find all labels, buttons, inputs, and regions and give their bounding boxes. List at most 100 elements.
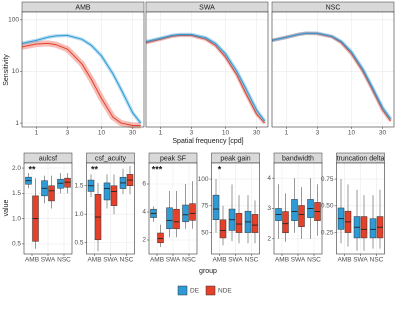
y-tick-label: 1.0 [74,211,83,218]
y-tick-label: 1.0 [12,215,21,222]
legend-key [205,285,216,296]
box [103,182,111,201]
y-tick-label: 1 [15,120,19,127]
box [291,199,298,221]
box [369,218,377,239]
box [235,213,243,233]
x-tick-label: AMB [150,257,164,264]
x-tick-label: NSC [307,257,321,264]
y-tick-label: 4 [267,175,271,182]
strip-title: peak SF [160,155,186,162]
strip-title: NSC [326,4,341,11]
x-tick-label: SWA [103,257,118,264]
line [145,34,266,124]
significance: ** [91,164,99,174]
box [57,178,64,189]
x-tick-label: 30 [253,130,261,137]
y-tick-label: 4 [142,209,146,216]
x-tick-label: 10 [222,130,230,137]
strip-title: truncation delta [337,155,385,162]
box [219,219,227,239]
x-tick-label: AMB [275,257,289,264]
x-axis-label: group [199,268,217,275]
x-tick-label: 3 [66,130,70,137]
significance: *** [152,164,163,174]
legend-label: NDE [218,288,232,295]
plot-border [273,162,323,255]
x-tick-label: 1 [35,130,39,137]
y-tick-label: 2 [142,237,146,244]
box [251,214,259,233]
box [166,207,173,230]
strip-title: AMB [75,4,91,11]
y-tick-label: 3 [267,205,271,212]
x-tick-label: 3 [190,130,194,137]
plot-border [86,162,135,255]
plot-border [23,162,73,255]
plot-border [148,162,198,255]
y-tick-label: 75 [201,203,209,210]
box [298,205,305,227]
significance: ** [28,164,36,174]
y-tick-label: 0.25 [321,229,334,236]
y-tick-label: 0.50 [321,203,334,210]
box [157,232,164,244]
x-tick-label: 10 [348,130,356,137]
y-tick-label: 1.5 [74,182,83,189]
x-tick-label: SWA [291,257,306,264]
line [21,34,142,124]
plot-border [271,11,395,128]
box [110,185,118,206]
y-axis-label: Sensitivity [3,54,10,86]
strip-title: csf_acuity [95,155,127,162]
x-tick-label: 1 [159,130,163,137]
x-tick-label: NSC [182,257,196,264]
x-tick-label: NSC [370,257,384,264]
box [182,204,189,223]
strip-title: SWA [199,4,215,11]
box [48,185,55,202]
line [145,34,266,122]
x-tick-label: AMB [337,257,351,264]
x-tick-label: 1 [285,130,289,137]
legend-label: DE [190,288,200,295]
box [173,208,180,230]
y-tick-label: 0.75 [321,176,334,183]
y-tick-label: 6 [142,181,146,188]
plot-area [22,12,144,127]
box [360,216,368,239]
x-tick-label: 10 [98,130,106,137]
y-tick-label: 10 [12,68,20,75]
y-tick-label: 1.5 [12,190,21,197]
y-tick-label: 100 [8,17,19,24]
plot-border [21,11,145,128]
y-tick-label: 0.5 [12,241,21,248]
y-tick-label: 50 [201,229,209,236]
box [64,177,71,188]
x-tick-label: NSC [245,257,259,264]
plot-border [145,11,269,128]
plot-border [336,162,385,255]
x-tick-label: AMB [87,257,101,264]
plot-area [272,12,394,127]
plot-border [211,162,260,255]
x-tick-label: SWA [353,257,368,264]
significance: * [218,164,222,174]
strip-title: bandwidth [282,155,314,162]
x-tick-label: AMB [25,257,39,264]
strip-title: aulcsf [39,155,57,162]
strip-title: peak gain [220,155,250,162]
box [282,211,289,234]
x-tick-label: SWA [228,257,243,264]
x-axis-label: Spatial frequency [cpd] [172,138,243,145]
y-tick-label: 2 [267,236,271,243]
y-tick-label: 2.0 [12,165,21,172]
x-tick-label: SWA [166,257,181,264]
line [271,32,392,120]
y-tick-label: 100 [198,176,209,183]
plot-area [146,12,268,127]
x-tick-label: 3 [316,130,320,137]
x-tick-label: 30 [379,130,387,137]
y-tick-label: 0.5 [74,239,83,246]
